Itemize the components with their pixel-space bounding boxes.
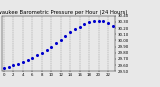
Point xyxy=(74,29,76,30)
Point xyxy=(55,43,57,44)
Point xyxy=(12,64,15,66)
Point xyxy=(26,60,29,61)
Point xyxy=(88,22,90,23)
Point xyxy=(60,39,62,40)
Point xyxy=(93,21,95,22)
Point xyxy=(31,57,34,58)
Point xyxy=(102,21,105,22)
Point xyxy=(36,55,38,56)
Point xyxy=(3,68,5,69)
Point xyxy=(17,63,20,65)
Point xyxy=(22,61,24,63)
Point xyxy=(7,66,10,68)
Title: Milwaukee Barometric Pressure per Hour (24 Hours): Milwaukee Barometric Pressure per Hour (… xyxy=(0,10,127,15)
Point xyxy=(40,52,43,54)
Point xyxy=(107,22,109,24)
Point xyxy=(112,25,114,26)
Point xyxy=(83,24,86,25)
Point xyxy=(97,20,100,21)
Point xyxy=(64,35,67,37)
Point xyxy=(45,49,48,50)
Point xyxy=(69,32,72,33)
Point xyxy=(78,26,81,27)
Point xyxy=(50,46,53,47)
